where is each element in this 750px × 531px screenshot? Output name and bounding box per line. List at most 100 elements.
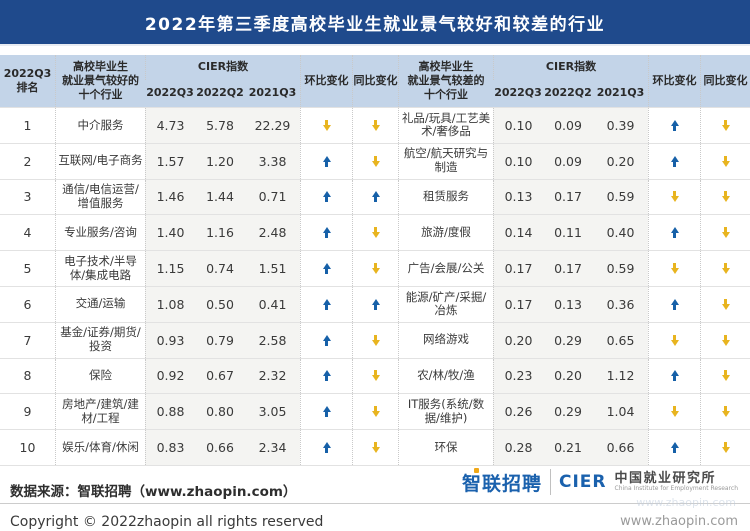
up-trend-cell [300, 322, 352, 358]
arrow-stem [374, 370, 377, 376]
arrow-head [670, 227, 679, 234]
arrow-head [721, 160, 730, 167]
cier-value: 22.29 [245, 108, 300, 143]
arrow-stem [673, 233, 676, 239]
arrow-head [721, 375, 730, 382]
up-trend-cell [648, 143, 700, 179]
cier-index-header-bad: CIER指数 [493, 55, 648, 80]
arrow-head [670, 442, 679, 449]
cier-value: 0.39 [593, 108, 648, 143]
cier-value: 0.29 [543, 394, 593, 430]
up-trend-cell [300, 179, 352, 215]
institute-name: 中国就业研究所 [614, 470, 717, 486]
arrow-head [670, 196, 679, 203]
table-row: 5 电子技术/半导体/集成电路 1.15 0.74 1.51 广告/会展/公关 0.17 0.… [0, 250, 750, 286]
cier-value: 0.20 [543, 358, 593, 394]
cier-value: 0.88 [145, 394, 195, 430]
copyright-text: Copyright © 2022zhaopin all rights reser… [10, 513, 324, 530]
down-trend-cell [700, 394, 750, 430]
up-arrow-icon [322, 406, 331, 418]
cier-value: 4.73 [145, 108, 195, 143]
yoy-header-good: 同比变化 [352, 55, 398, 107]
cier-value: 0.20 [493, 322, 543, 358]
cier-value: 0.93 [145, 322, 195, 358]
arrow-head [322, 124, 331, 131]
up-trend-cell [300, 430, 352, 465]
zhaopin-logo: 智联招聘 [462, 467, 542, 496]
down-trend-cell [352, 394, 398, 430]
arrow-stem [374, 155, 377, 161]
watermark: www.zhaopin.com [636, 495, 736, 509]
logos: 智联招聘 CIER 中国就业研究所 China Institute for Em… [462, 467, 738, 496]
cier-value: 0.21 [543, 430, 593, 465]
arrow-head [670, 411, 679, 418]
cier-value: 1.12 [593, 358, 648, 394]
cier-value: 1.40 [145, 215, 195, 251]
cier-value: 2.32 [245, 358, 300, 394]
up-trend-cell [648, 430, 700, 465]
arrow-stem [724, 370, 727, 376]
arrow-head [670, 339, 679, 346]
up-arrow-icon [322, 334, 331, 346]
up-arrow-icon [371, 191, 380, 203]
arrow-stem [724, 191, 727, 197]
cier-value: 0.83 [145, 430, 195, 465]
arrow-head [670, 155, 679, 162]
cier-value: 0.66 [593, 430, 648, 465]
good-industry-name: 基金/证券/期货/投资 [55, 322, 145, 358]
cier-value: 0.09 [543, 143, 593, 179]
down-arrow-icon [721, 263, 730, 275]
cier-value: 0.10 [493, 143, 543, 179]
arrow-head [721, 268, 730, 275]
down-trend-cell [352, 215, 398, 251]
cier-value: 2.34 [245, 430, 300, 465]
good-industry-name: 电子技术/半导体/集成电路 [55, 251, 145, 286]
copyright-row: Copyright © 2022zhaopin all rights reser… [0, 504, 750, 530]
down-arrow-icon [371, 227, 380, 239]
down-trend-cell [700, 179, 750, 215]
arrow-stem [374, 197, 377, 203]
cier-value: 1.15 [145, 251, 195, 286]
down-trend-cell [300, 108, 352, 143]
source-row: 数据来源：智联招聘（www.zhaopin.com） 智联招聘 CIER 中国就… [0, 466, 750, 509]
cier-value: 0.65 [593, 322, 648, 358]
arrow-head [322, 227, 331, 234]
cier-value: 0.20 [593, 143, 648, 179]
bad-industry-name: 租赁服务 [398, 179, 493, 215]
up-trend-cell [352, 286, 398, 322]
down-trend-cell [700, 286, 750, 322]
employment-prosperity-table: 2022Q3 排名 高校毕业生 就业景气较好的 十个行业 CIER指数 2022… [0, 55, 750, 466]
down-arrow-icon [371, 442, 380, 454]
cier-value: 0.13 [543, 286, 593, 322]
arrow-stem [325, 448, 328, 454]
cier-value: 1.20 [195, 143, 245, 179]
arrow-stem [374, 406, 377, 412]
up-arrow-icon [322, 442, 331, 454]
footer-divider [0, 502, 750, 504]
up-trend-cell [300, 251, 352, 286]
up-trend-cell [300, 143, 352, 179]
up-trend-cell [648, 215, 700, 251]
cier-value: 3.05 [245, 394, 300, 430]
cier-value: 0.80 [195, 394, 245, 430]
down-arrow-icon [371, 263, 380, 275]
institute-name-en: China Institute for Employment Research [614, 485, 738, 493]
arrow-stem [325, 269, 328, 275]
table-row: 7 基金/证券/期货/投资 0.93 0.79 2.58 网络游戏 0.20 0.29 0.65 [0, 321, 750, 358]
rank-cell: 2 [23, 153, 32, 169]
down-trend-cell [352, 143, 398, 179]
cier-value: 0.29 [543, 322, 593, 358]
arrow-stem [325, 197, 328, 203]
down-arrow-icon [371, 155, 380, 167]
up-trend-cell [300, 394, 352, 430]
down-arrow-icon [670, 263, 679, 275]
up-arrow-icon [322, 263, 331, 275]
rank-cell: 5 [23, 261, 32, 277]
cier-value: 0.17 [543, 251, 593, 286]
up-trend-cell [352, 179, 398, 215]
cier-value: 0.74 [195, 251, 245, 286]
arrow-head [670, 119, 679, 126]
arrow-head [322, 370, 331, 377]
arrow-head [322, 334, 331, 341]
